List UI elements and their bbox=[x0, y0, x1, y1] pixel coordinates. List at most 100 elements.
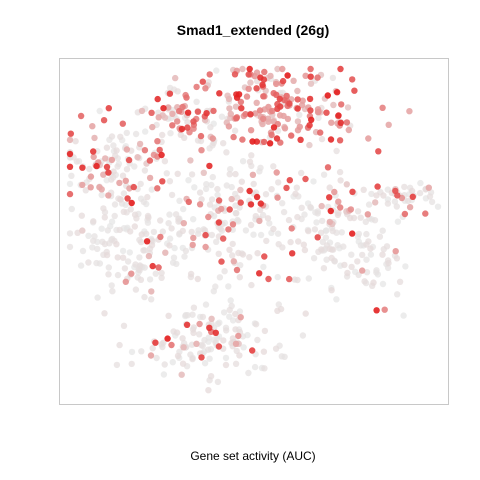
scatter-point bbox=[187, 270, 195, 278]
scatter-point bbox=[128, 360, 135, 368]
scatter-point bbox=[148, 109, 155, 117]
scatter-point bbox=[66, 136, 74, 144]
scatter-point bbox=[252, 110, 259, 117]
scatter-point bbox=[302, 310, 309, 317]
scatter-point bbox=[306, 141, 313, 149]
scatter-point bbox=[277, 103, 284, 110]
scatter-point bbox=[169, 122, 176, 129]
scatter-point bbox=[317, 229, 325, 236]
scatter-point bbox=[318, 202, 325, 210]
scatter-point bbox=[274, 307, 281, 314]
scatter-point bbox=[341, 261, 348, 269]
scatter-point bbox=[146, 157, 154, 164]
scatter-point bbox=[198, 354, 205, 361]
scatter-point bbox=[345, 126, 352, 134]
scatter-point bbox=[147, 352, 155, 359]
scatter-point bbox=[187, 157, 194, 164]
scatter-point bbox=[385, 259, 392, 267]
scatter-point bbox=[218, 205, 225, 213]
scatter-point bbox=[96, 107, 103, 115]
scatter-point bbox=[125, 156, 133, 164]
scatter-point bbox=[349, 188, 356, 195]
scatter-point bbox=[188, 228, 195, 236]
scatter-point bbox=[145, 214, 152, 221]
scatter-point bbox=[145, 252, 153, 260]
scatter-point bbox=[156, 146, 163, 154]
scatter-point bbox=[380, 192, 387, 199]
scatter-point bbox=[286, 100, 293, 107]
scatter-point bbox=[154, 138, 161, 145]
scatter-point bbox=[148, 288, 155, 295]
scatter-point bbox=[225, 283, 232, 290]
scatter-point bbox=[85, 259, 92, 266]
scatter-point bbox=[379, 104, 386, 112]
scatter-point bbox=[169, 359, 176, 366]
scatter-point bbox=[268, 131, 275, 139]
scatter-point bbox=[190, 304, 198, 311]
scatter-point bbox=[376, 233, 384, 240]
scatter-point bbox=[136, 254, 143, 261]
scatter-point bbox=[223, 149, 230, 156]
scatter-point bbox=[336, 168, 344, 176]
scatter-point bbox=[218, 113, 226, 120]
scatter-point bbox=[216, 274, 224, 281]
scatter-point bbox=[77, 262, 85, 269]
scatter-point bbox=[108, 156, 116, 164]
scatter-point bbox=[354, 208, 362, 215]
scatter-point bbox=[232, 202, 239, 209]
scatter-point bbox=[202, 85, 209, 92]
scatter-point bbox=[380, 246, 387, 253]
scatter-point bbox=[256, 217, 263, 225]
scatter-point bbox=[113, 241, 120, 248]
scatter-point bbox=[154, 95, 161, 103]
scatter-point bbox=[357, 214, 364, 221]
scatter-point bbox=[131, 223, 138, 230]
scatter-point bbox=[207, 373, 215, 380]
scatter-point bbox=[205, 387, 212, 394]
scatter-point bbox=[160, 371, 168, 378]
scatter-point bbox=[233, 115, 240, 122]
scatter-point bbox=[123, 129, 130, 137]
scatter-point bbox=[254, 250, 261, 257]
scatter-point bbox=[428, 198, 436, 206]
scatter-point bbox=[189, 241, 196, 249]
scatter-point bbox=[336, 137, 344, 144]
scatter-point bbox=[214, 191, 221, 199]
scatter-point bbox=[116, 341, 123, 349]
scatter-point bbox=[269, 107, 276, 115]
scatter-point bbox=[417, 179, 424, 187]
scatter-point bbox=[149, 262, 156, 270]
scatter-point bbox=[274, 230, 282, 237]
scatter-point bbox=[98, 191, 105, 199]
scatter-point bbox=[196, 189, 204, 196]
scatter-point bbox=[327, 136, 335, 143]
scatter-point bbox=[272, 345, 280, 352]
scatter-point bbox=[285, 216, 293, 224]
scatter-point bbox=[153, 354, 160, 362]
scatter-point bbox=[206, 324, 213, 331]
scatter-point bbox=[299, 332, 307, 339]
scatter-point bbox=[226, 105, 233, 112]
scatter-point bbox=[128, 199, 135, 207]
scatter-point bbox=[302, 72, 309, 80]
scatter-point bbox=[344, 269, 351, 277]
scatter-point bbox=[379, 227, 386, 234]
scatter-point bbox=[130, 183, 137, 191]
scatter-point bbox=[154, 185, 161, 192]
scatter-point bbox=[367, 245, 374, 252]
scatter-point bbox=[208, 315, 215, 322]
scatter-point bbox=[232, 310, 239, 318]
scatter-point bbox=[102, 155, 109, 162]
scatter-point bbox=[177, 131, 184, 138]
scatter-point bbox=[328, 287, 335, 294]
scatter-point bbox=[155, 114, 162, 121]
scatter-point bbox=[73, 158, 81, 165]
scatter-point bbox=[298, 169, 305, 177]
scatter-point bbox=[246, 187, 253, 195]
scatter-point bbox=[110, 174, 117, 181]
scatter-point bbox=[122, 177, 129, 184]
scatter-point bbox=[212, 329, 219, 336]
scatter-point bbox=[202, 243, 209, 251]
scatter-point bbox=[227, 166, 234, 173]
scatter-point bbox=[260, 93, 267, 100]
